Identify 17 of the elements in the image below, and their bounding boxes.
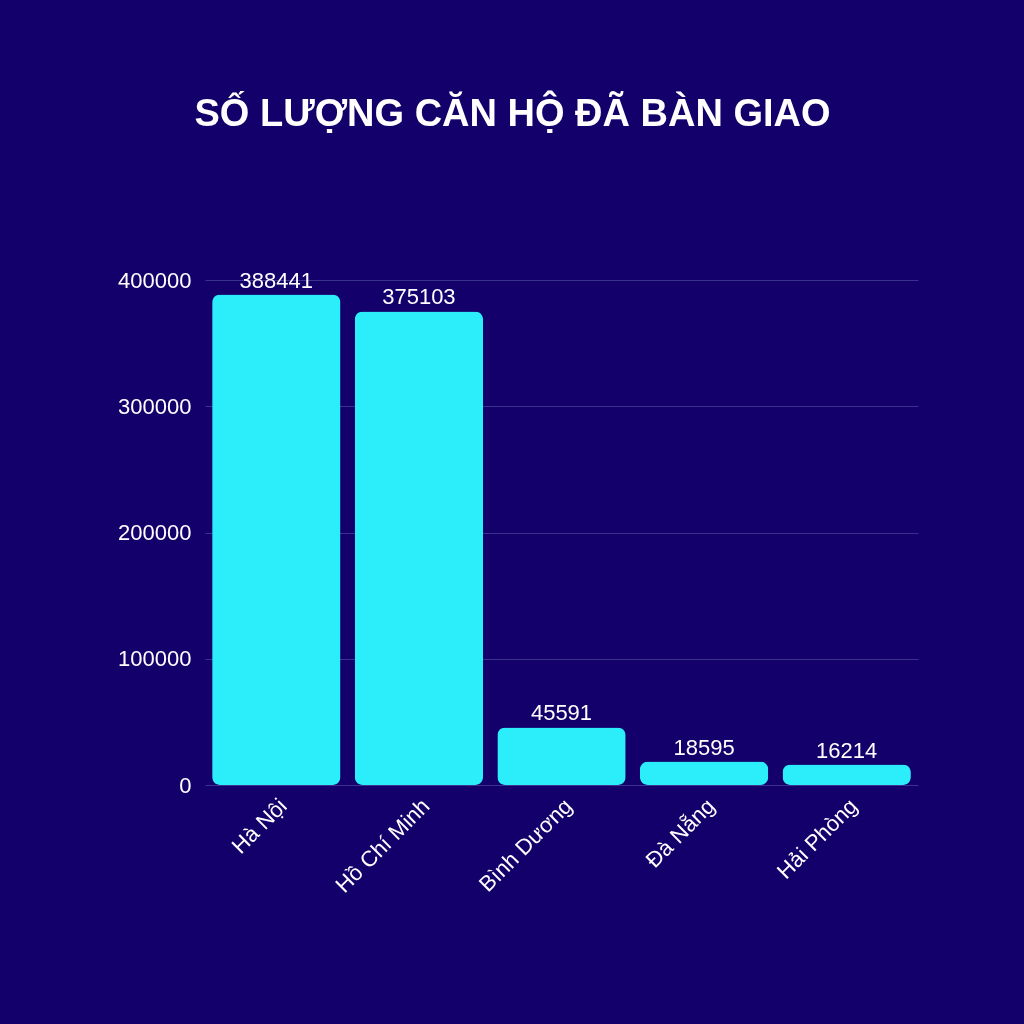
y-tick-label: 100000	[118, 646, 192, 672]
data-label: 18595	[673, 734, 735, 760]
x-tick-label: Hà Nội	[226, 793, 292, 859]
bar	[354, 311, 484, 785]
data-label: 16214	[816, 737, 878, 763]
data-label: 45591	[530, 700, 593, 726]
y-tick-label: 0	[179, 772, 192, 798]
y-tick-label: 300000	[118, 393, 192, 419]
data-label: 388441	[239, 267, 314, 293]
data-label: 375103	[382, 284, 456, 310]
y-tick-label: 400000	[118, 267, 192, 293]
chart-title: SỐ LƯỢNG CĂN HỘ ĐÃ BÀN GIAO	[194, 90, 831, 134]
y-tick-label: 200000	[118, 520, 192, 545]
bar	[782, 764, 911, 785]
bar	[212, 294, 341, 785]
bar	[639, 761, 769, 785]
bar	[497, 727, 626, 785]
